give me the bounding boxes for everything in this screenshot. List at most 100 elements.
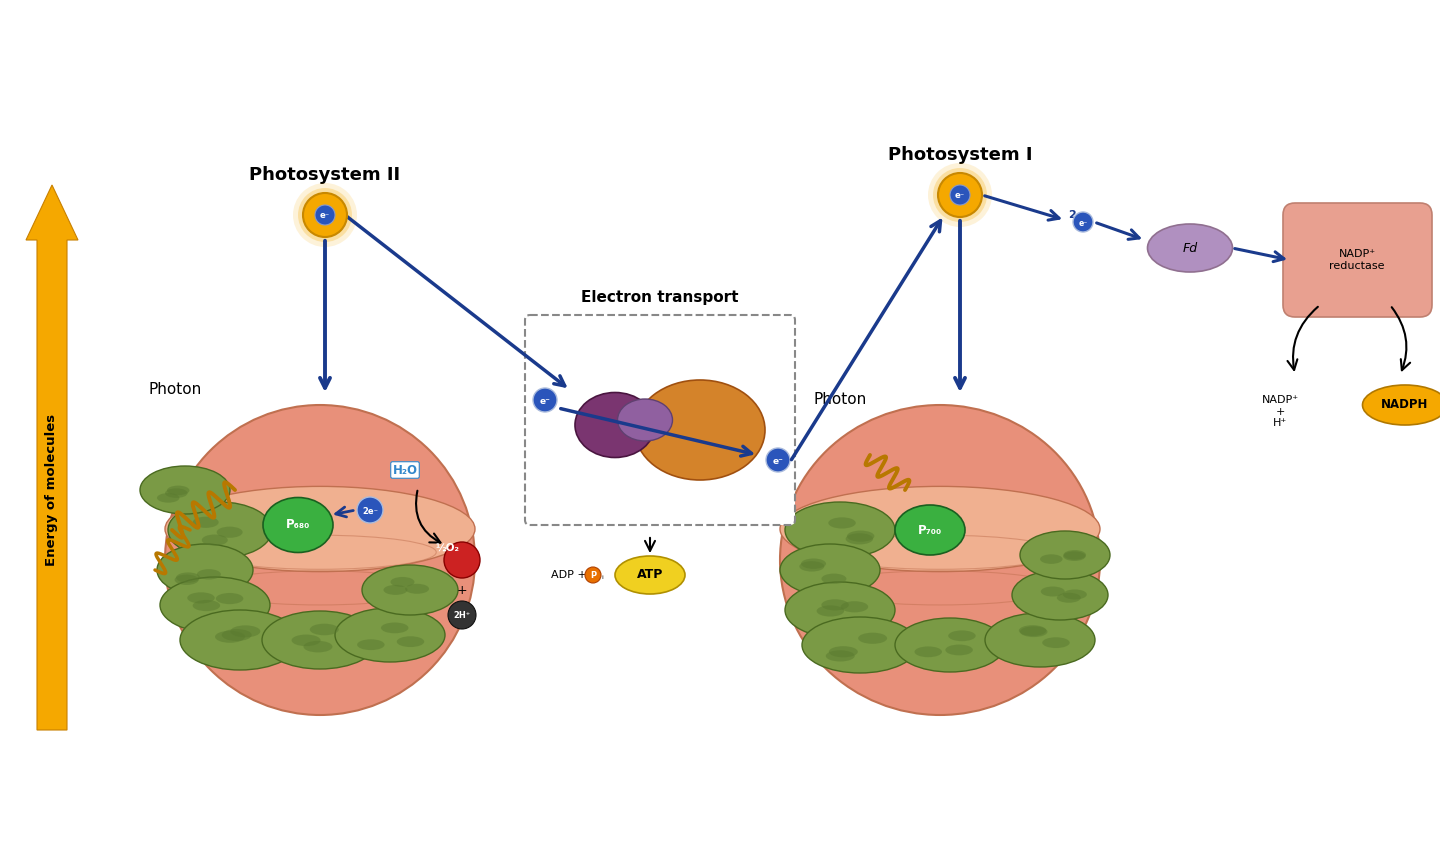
Text: NADP⁺
reductase: NADP⁺ reductase (1329, 249, 1385, 271)
Ellipse shape (262, 611, 377, 669)
Ellipse shape (896, 505, 965, 555)
Text: 2H⁺: 2H⁺ (454, 610, 471, 620)
Text: Fd: Fd (1182, 241, 1198, 255)
Ellipse shape (1148, 224, 1233, 272)
Ellipse shape (310, 623, 338, 635)
Circle shape (1073, 212, 1093, 232)
Ellipse shape (1063, 551, 1086, 561)
Ellipse shape (780, 405, 1100, 715)
Ellipse shape (187, 592, 215, 604)
Ellipse shape (785, 502, 896, 558)
Ellipse shape (174, 574, 199, 585)
Ellipse shape (896, 618, 1005, 672)
Text: NADP⁺
+
H⁺: NADP⁺ + H⁺ (1261, 395, 1299, 428)
Text: Photon: Photon (814, 393, 867, 407)
Circle shape (766, 448, 791, 472)
Text: e⁻: e⁻ (540, 397, 550, 406)
Ellipse shape (264, 498, 333, 553)
Ellipse shape (945, 645, 973, 655)
Ellipse shape (168, 502, 272, 558)
Text: Photon: Photon (148, 382, 202, 398)
Ellipse shape (829, 646, 858, 657)
Ellipse shape (166, 405, 475, 715)
Circle shape (533, 388, 557, 412)
Ellipse shape (828, 517, 855, 529)
Ellipse shape (180, 610, 300, 670)
Circle shape (292, 183, 357, 247)
Text: ATP: ATP (636, 568, 664, 581)
Text: e⁻: e⁻ (320, 212, 330, 220)
Ellipse shape (1063, 590, 1087, 599)
Text: P₆₈₀: P₆₈₀ (285, 518, 310, 531)
Ellipse shape (841, 601, 868, 612)
Ellipse shape (635, 380, 765, 480)
Ellipse shape (216, 527, 243, 538)
Ellipse shape (1362, 385, 1440, 425)
Ellipse shape (160, 577, 271, 633)
Text: Photosystem II: Photosystem II (249, 166, 400, 184)
Ellipse shape (1020, 531, 1110, 579)
Circle shape (357, 497, 383, 523)
Text: P₇₀₀: P₇₀₀ (917, 523, 942, 536)
Circle shape (444, 542, 480, 578)
Ellipse shape (390, 577, 415, 587)
Ellipse shape (1064, 550, 1086, 560)
Ellipse shape (780, 544, 880, 596)
Circle shape (933, 168, 986, 222)
Ellipse shape (405, 584, 429, 594)
Ellipse shape (215, 631, 245, 643)
Circle shape (302, 193, 347, 237)
Text: e⁻: e⁻ (773, 456, 783, 466)
Circle shape (585, 567, 600, 583)
Ellipse shape (801, 559, 827, 569)
FancyArrow shape (26, 185, 78, 730)
Ellipse shape (166, 486, 475, 572)
Ellipse shape (193, 600, 220, 611)
Ellipse shape (1043, 637, 1070, 648)
Ellipse shape (615, 556, 685, 594)
Ellipse shape (847, 530, 874, 542)
Circle shape (950, 185, 971, 205)
Ellipse shape (799, 561, 824, 572)
Ellipse shape (157, 544, 253, 596)
Ellipse shape (167, 486, 190, 495)
Text: e⁻: e⁻ (1079, 219, 1087, 227)
Ellipse shape (176, 573, 200, 583)
Ellipse shape (193, 517, 219, 528)
Ellipse shape (197, 569, 220, 579)
FancyBboxPatch shape (526, 315, 795, 525)
Text: Electron transport: Electron transport (582, 290, 739, 305)
Text: Energy of molecules: Energy of molecules (46, 414, 59, 566)
Text: 2: 2 (1068, 210, 1076, 220)
Ellipse shape (1041, 586, 1064, 597)
Text: P: P (590, 571, 596, 579)
Text: ᵢ: ᵢ (600, 571, 603, 581)
FancyBboxPatch shape (1283, 203, 1431, 317)
Circle shape (315, 205, 336, 225)
Ellipse shape (291, 635, 321, 646)
Circle shape (937, 173, 982, 217)
Ellipse shape (304, 641, 333, 653)
Ellipse shape (222, 629, 252, 641)
Ellipse shape (785, 582, 896, 638)
Ellipse shape (1057, 592, 1081, 603)
Ellipse shape (1020, 626, 1047, 637)
Ellipse shape (816, 605, 844, 616)
Ellipse shape (780, 486, 1100, 572)
Ellipse shape (858, 633, 887, 644)
Ellipse shape (397, 636, 425, 647)
Ellipse shape (618, 399, 672, 441)
Ellipse shape (230, 625, 261, 637)
Circle shape (927, 163, 992, 227)
Ellipse shape (202, 535, 228, 546)
Circle shape (448, 601, 477, 629)
Circle shape (298, 188, 351, 242)
Ellipse shape (802, 617, 919, 673)
Text: e⁻: e⁻ (955, 191, 965, 201)
Text: ADP +: ADP + (550, 570, 590, 580)
Ellipse shape (383, 585, 408, 595)
Ellipse shape (216, 593, 243, 604)
Ellipse shape (1040, 554, 1063, 564)
Ellipse shape (914, 647, 942, 657)
Text: ½O₂: ½O₂ (436, 543, 459, 553)
